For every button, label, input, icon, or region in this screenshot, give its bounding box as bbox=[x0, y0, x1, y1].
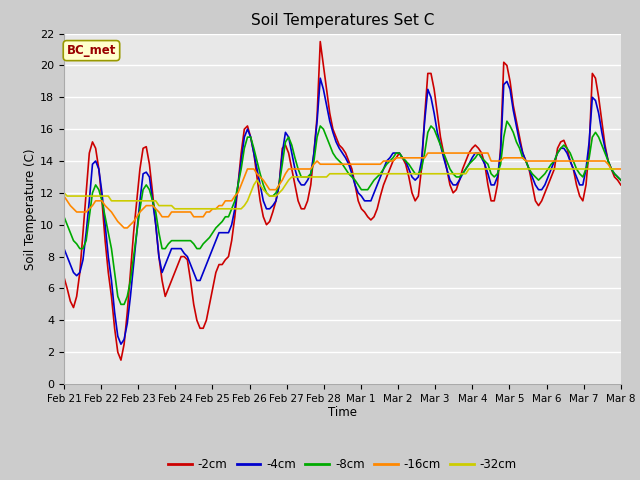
-32cm bbox=[256, 182, 264, 188]
-16cm bbox=[221, 198, 229, 204]
-16cm bbox=[617, 166, 625, 172]
Line: -32cm: -32cm bbox=[64, 169, 614, 209]
-8cm bbox=[60, 214, 68, 220]
-32cm bbox=[171, 206, 179, 212]
-2cm bbox=[541, 190, 548, 196]
-2cm bbox=[221, 257, 229, 263]
-32cm bbox=[465, 166, 473, 172]
Line: -16cm: -16cm bbox=[64, 153, 621, 228]
-4cm bbox=[396, 150, 403, 156]
-8cm bbox=[241, 145, 248, 151]
-4cm bbox=[117, 341, 125, 347]
-2cm bbox=[396, 150, 403, 156]
-32cm bbox=[104, 193, 112, 199]
-16cm bbox=[424, 150, 431, 156]
-8cm bbox=[392, 150, 400, 156]
-4cm bbox=[241, 134, 248, 140]
-4cm bbox=[617, 177, 625, 183]
-8cm bbox=[221, 214, 229, 220]
Line: -8cm: -8cm bbox=[64, 121, 621, 304]
Text: BC_met: BC_met bbox=[67, 44, 116, 57]
-2cm bbox=[316, 39, 324, 45]
Legend: -2cm, -4cm, -8cm, -16cm, -32cm: -2cm, -4cm, -8cm, -16cm, -32cm bbox=[163, 454, 522, 476]
-8cm bbox=[617, 177, 625, 183]
-16cm bbox=[472, 150, 479, 156]
-8cm bbox=[503, 119, 511, 124]
-32cm bbox=[475, 166, 483, 172]
-32cm bbox=[611, 166, 618, 172]
-4cm bbox=[316, 75, 324, 81]
-8cm bbox=[405, 161, 413, 167]
-8cm bbox=[541, 171, 548, 177]
-4cm bbox=[472, 150, 479, 156]
Title: Soil Temperatures Set C: Soil Temperatures Set C bbox=[251, 13, 434, 28]
-2cm bbox=[472, 142, 479, 148]
Y-axis label: Soil Temperature (C): Soil Temperature (C) bbox=[24, 148, 37, 270]
-32cm bbox=[221, 206, 229, 212]
-4cm bbox=[221, 230, 229, 236]
-32cm bbox=[60, 190, 68, 196]
-16cm bbox=[405, 155, 413, 161]
-2cm bbox=[241, 126, 248, 132]
-16cm bbox=[60, 193, 68, 199]
-32cm bbox=[532, 166, 540, 172]
-2cm bbox=[408, 190, 416, 196]
-16cm bbox=[392, 155, 400, 161]
X-axis label: Time: Time bbox=[328, 407, 357, 420]
-2cm bbox=[117, 357, 125, 363]
-16cm bbox=[541, 158, 548, 164]
-8cm bbox=[468, 158, 476, 164]
Line: -2cm: -2cm bbox=[64, 42, 621, 360]
-4cm bbox=[541, 182, 548, 188]
Line: -4cm: -4cm bbox=[64, 78, 621, 344]
-2cm bbox=[617, 182, 625, 188]
-4cm bbox=[408, 174, 416, 180]
-16cm bbox=[241, 174, 248, 180]
-2cm bbox=[60, 275, 68, 280]
-8cm bbox=[117, 301, 125, 307]
-16cm bbox=[120, 225, 128, 231]
-4cm bbox=[60, 246, 68, 252]
-32cm bbox=[424, 171, 431, 177]
